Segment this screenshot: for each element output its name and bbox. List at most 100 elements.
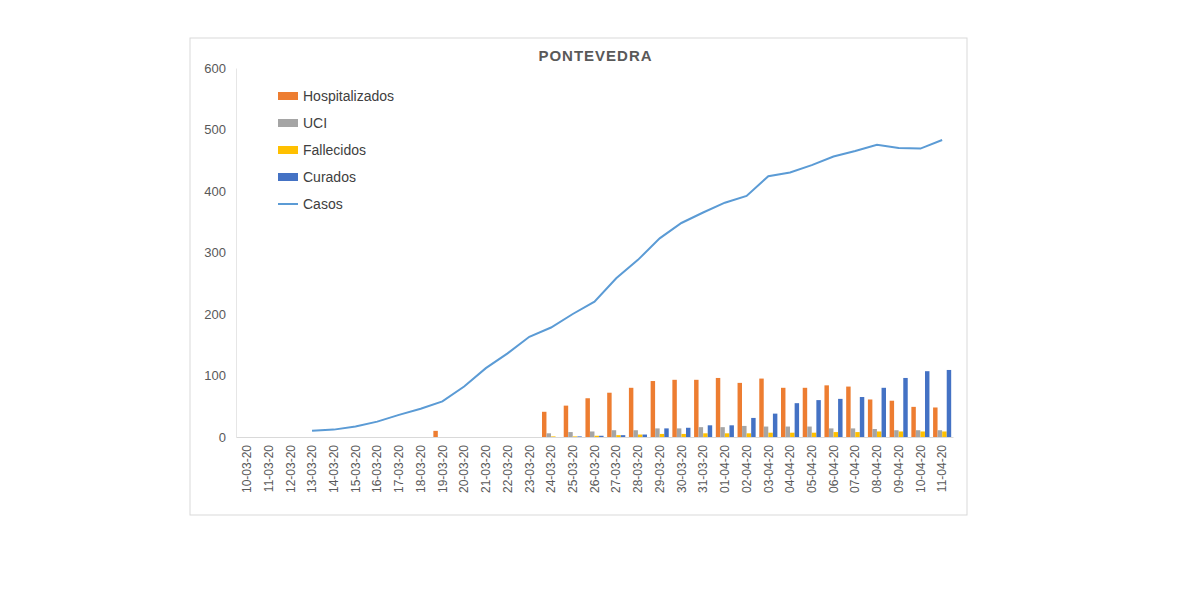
bar [703, 433, 707, 437]
x-tick: 21-03-20 [479, 437, 493, 493]
x-tick-label: 08-04-20 [870, 445, 884, 493]
x-tick: 16-03-20 [370, 437, 384, 493]
legend-label: Hospitalizados [303, 88, 394, 104]
legend-swatch [278, 92, 298, 100]
bar [894, 430, 898, 437]
bar [694, 380, 698, 437]
x-tick: 04-04-20 [783, 437, 797, 493]
bar [916, 430, 920, 437]
x-tick: 18-03-20 [414, 437, 428, 493]
bar-series [577, 370, 951, 437]
y-tick: 100 [204, 368, 236, 383]
bar [638, 435, 642, 437]
bar [877, 431, 881, 437]
x-axis: 10-03-2011-03-2012-03-2013-03-2014-03-20… [237, 437, 954, 493]
x-tick: 25-03-20 [566, 437, 580, 493]
y-tick-label: 500 [204, 122, 226, 137]
chart-title: PONTEVEDRA [538, 47, 652, 64]
x-tick: 09-04-20 [892, 437, 906, 493]
x-tick-label: 11-04-20 [935, 445, 949, 492]
bar [790, 433, 794, 437]
x-tick-label: 16-03-20 [370, 445, 384, 493]
legend-item: UCI [278, 115, 327, 131]
bar [643, 435, 647, 437]
x-tick: 20-03-20 [457, 437, 471, 493]
bar [899, 431, 903, 437]
bar [795, 403, 799, 437]
x-tick-label: 31-03-20 [696, 445, 710, 493]
y-tick: 600 [204, 61, 236, 76]
x-tick: 11-03-20 [262, 437, 276, 492]
line [312, 140, 942, 431]
x-tick-label: 04-04-20 [783, 445, 797, 493]
bar [551, 436, 555, 437]
x-tick-label: 19-03-20 [436, 445, 450, 493]
legend-label: Fallecidos [303, 142, 366, 158]
y-tick-label: 400 [204, 184, 226, 199]
x-tick-label: 28-03-20 [631, 445, 645, 493]
x-tick-label: 26-03-20 [588, 445, 602, 493]
x-tick: 17-03-20 [392, 437, 406, 493]
bar [590, 431, 594, 437]
legend-swatch [278, 173, 298, 181]
bar [573, 436, 577, 437]
bar [807, 427, 811, 437]
x-tick-label: 14-03-20 [327, 445, 341, 493]
legend-label: Curados [303, 169, 356, 185]
bar [621, 435, 625, 437]
bar [720, 427, 724, 437]
bar [768, 433, 772, 437]
bar [846, 387, 850, 437]
x-tick-label: 03-04-20 [762, 445, 776, 493]
bar [773, 414, 777, 437]
x-tick: 01-04-20 [718, 437, 732, 493]
y-tick: 400 [204, 184, 236, 199]
bar [651, 381, 655, 437]
bar [947, 370, 951, 437]
x-tick-label: 22-03-20 [501, 445, 515, 493]
chart-svg: PONTEVEDRA010020030040050060010-03-2011-… [0, 0, 1200, 593]
bar [890, 401, 894, 437]
x-tick-label: 09-04-20 [892, 445, 906, 493]
bar [542, 412, 546, 437]
legend-label: Casos [303, 196, 343, 212]
y-tick-label: 0 [219, 430, 226, 445]
legend-item: Casos [278, 196, 343, 212]
bar [616, 435, 620, 437]
x-tick: 13-03-20 [305, 437, 319, 493]
bar [824, 385, 828, 437]
bar [564, 406, 568, 437]
legend-item: Hospitalizados [278, 88, 394, 104]
bar [699, 427, 703, 437]
x-tick: 12-03-20 [284, 437, 298, 493]
y-tick-label: 600 [204, 61, 226, 76]
bar-series [433, 378, 937, 437]
x-tick: 27-03-20 [609, 437, 623, 493]
x-tick-label: 25-03-20 [566, 445, 580, 493]
bar [716, 378, 720, 437]
bar [829, 428, 833, 437]
x-tick: 14-03-20 [327, 437, 341, 493]
y-tick: 300 [204, 245, 236, 260]
x-tick-label: 27-03-20 [609, 445, 623, 493]
bar [882, 388, 886, 437]
bar [433, 431, 437, 437]
bar [629, 388, 633, 437]
plot-area [312, 140, 951, 437]
bar [747, 433, 751, 437]
x-tick: 22-03-20 [501, 437, 515, 493]
bar [834, 432, 838, 437]
bar [655, 428, 659, 437]
y-axis: 0100200300400500600 [204, 61, 236, 445]
bar [742, 426, 746, 437]
bar [868, 399, 872, 437]
x-tick-label: 01-04-20 [718, 445, 732, 493]
bar [781, 388, 785, 437]
x-tick: 02-04-20 [740, 437, 754, 493]
x-tick: 24-03-20 [544, 437, 558, 493]
x-axis-line [237, 437, 954, 438]
bar [933, 407, 937, 437]
x-tick-label: 13-03-20 [305, 445, 319, 493]
x-tick: 28-03-20 [631, 437, 645, 493]
x-tick: 29-03-20 [653, 437, 667, 493]
